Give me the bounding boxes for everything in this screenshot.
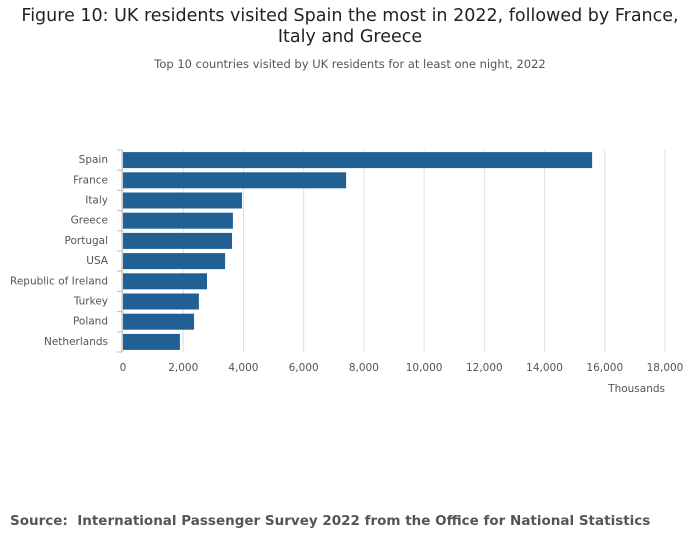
x-tick-label: 12,000 xyxy=(466,362,503,374)
bar xyxy=(123,313,195,330)
x-tick-label: 16,000 xyxy=(586,362,623,374)
y-tick-label: Republic of Ireland xyxy=(10,275,108,287)
bar xyxy=(123,273,208,290)
y-tick-label: Greece xyxy=(71,215,108,227)
bar xyxy=(123,232,233,249)
y-tick-label: France xyxy=(73,174,108,186)
chart-title: Figure 10: UK residents visited Spain th… xyxy=(21,6,679,47)
x-tick-label: 14,000 xyxy=(526,362,563,374)
y-tick-label: Portugal xyxy=(65,235,109,247)
y-tick-label: USA xyxy=(86,255,109,267)
x-tick-label: 10,000 xyxy=(406,362,443,374)
x-tick-label: 8,000 xyxy=(349,362,379,374)
bar xyxy=(123,172,347,189)
y-tick-label: Italy xyxy=(85,195,108,207)
x-tick-label: 0 xyxy=(120,362,127,374)
x-tick-label: 2,000 xyxy=(168,362,198,374)
bar xyxy=(123,192,242,209)
bar xyxy=(123,293,199,310)
y-tick-label: Netherlands xyxy=(44,336,108,348)
x-tick-label: 4,000 xyxy=(228,362,258,374)
x-tick-label: 18,000 xyxy=(647,362,684,374)
y-tick-label: Spain xyxy=(79,154,108,166)
y-tick-label: Poland xyxy=(73,316,108,328)
y-tick-label: Turkey xyxy=(73,296,108,308)
x-axis-label: Thousands xyxy=(607,383,665,395)
bar xyxy=(123,152,593,169)
bar xyxy=(123,212,233,229)
x-tick-label: 6,000 xyxy=(289,362,319,374)
bar xyxy=(123,333,180,350)
bar xyxy=(123,253,226,270)
source-note: Source: International Passenger Survey 2… xyxy=(10,513,651,529)
chart-subtitle: Top 10 countries visited by UK residents… xyxy=(154,57,546,71)
